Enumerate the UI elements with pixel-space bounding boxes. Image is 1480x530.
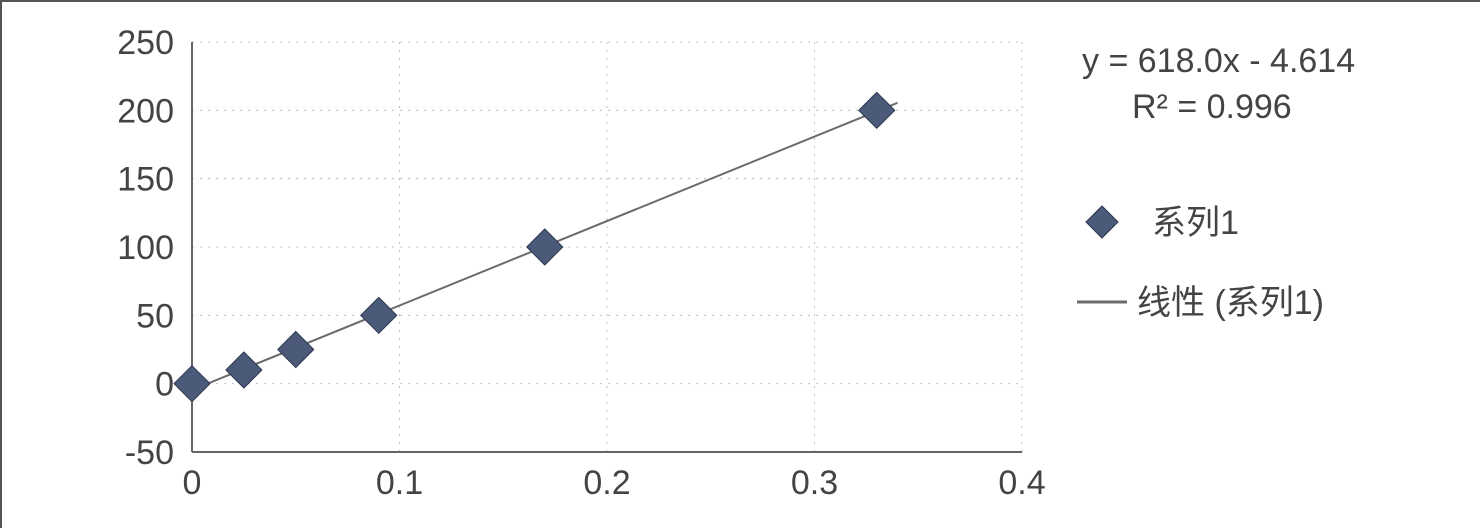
y-tick-label: 250 [117, 24, 174, 62]
y-tick-label: 0 [155, 366, 174, 404]
x-tick-label: 0.1 [376, 464, 423, 502]
x-tick-label: 0.2 [583, 464, 630, 502]
y-tick-label: 150 [117, 161, 174, 199]
chart-container: -5005010015020025000.10.20.30.4y = 618.0… [0, 0, 1480, 528]
y-tick-label: 50 [136, 297, 174, 335]
x-tick-label: 0.4 [998, 464, 1045, 502]
y-tick-label: 200 [117, 92, 174, 130]
legend-trendline-label: 线性 (系列1) [1137, 284, 1324, 322]
x-tick-label: 0 [183, 464, 202, 502]
legend-series-label: 系列1 [1152, 204, 1239, 242]
x-tick-label: 0.3 [791, 464, 838, 502]
y-tick-label: -50 [125, 434, 174, 472]
equation-line1: y = 618.0x - 4.614 [1082, 42, 1355, 80]
y-tick-label: 100 [117, 229, 174, 267]
scatter-chart: -5005010015020025000.10.20.30.4y = 618.0… [2, 2, 1480, 530]
equation-line2: R² = 0.996 [1132, 88, 1292, 126]
